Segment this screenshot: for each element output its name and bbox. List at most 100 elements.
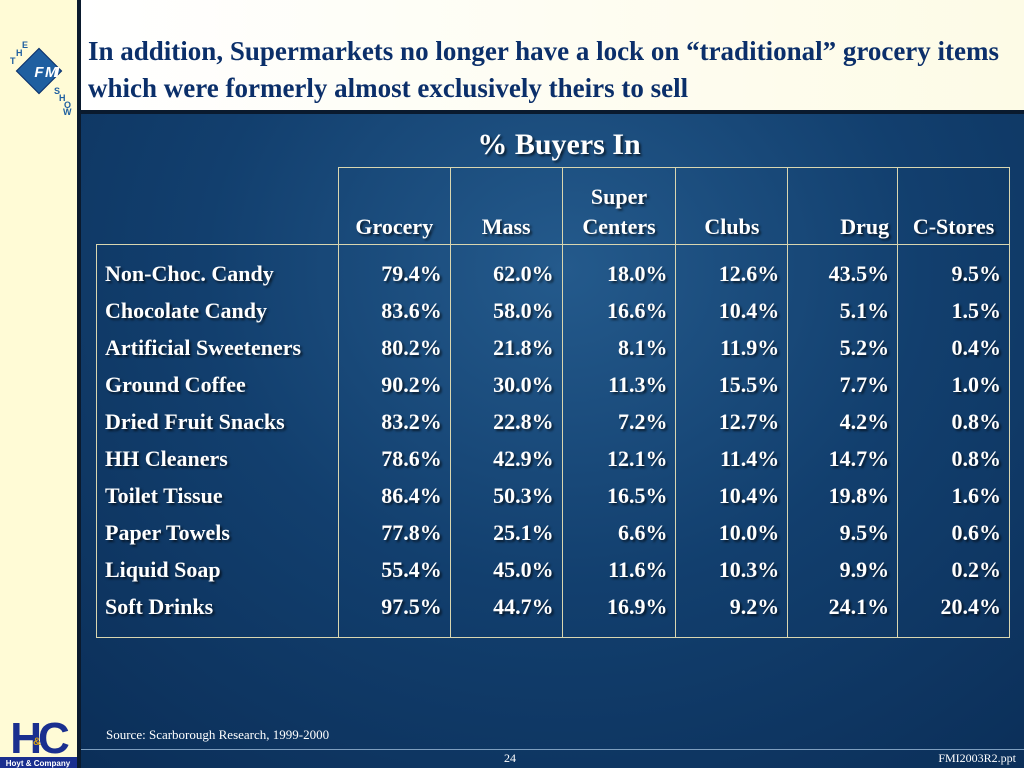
left-band bbox=[0, 0, 77, 768]
table-cell: 9.5% bbox=[787, 514, 899, 551]
row-label: Ground Coffee bbox=[96, 366, 339, 403]
table-cell: 4.2% bbox=[787, 403, 899, 440]
hoyt-logo-amp: & bbox=[33, 736, 41, 748]
table-cell: 20.4% bbox=[897, 588, 1010, 638]
table-cell: 7.2% bbox=[561, 403, 677, 440]
table-body: Non-Choc. Candy 79.4% 62.0% 18.0% 12.6% 43.5%… bbox=[96, 244, 1010, 638]
table-cell: 10.4% bbox=[675, 292, 789, 329]
table-cell: 43.5% bbox=[787, 244, 899, 292]
table-cell: 11.6% bbox=[561, 551, 677, 588]
table-cell: 18.0% bbox=[561, 244, 677, 292]
table-cell: 0.6% bbox=[897, 514, 1010, 551]
row-label: HH Cleaners bbox=[96, 440, 339, 477]
table-cell: 78.6% bbox=[337, 440, 451, 477]
column-header-label: C-Stores bbox=[912, 214, 995, 239]
left-divider bbox=[77, 0, 81, 768]
fmi-letter: W bbox=[63, 107, 72, 116]
table-cell: 9.9% bbox=[787, 551, 899, 588]
row-label: Dried Fruit Snacks bbox=[96, 403, 339, 440]
table-cell: 21.8% bbox=[449, 329, 563, 366]
table-row: Ground Coffee 90.2% 30.0% 11.3% 15.5% 7.7% 1.0… bbox=[96, 366, 1010, 403]
buyers-table: Grocery Mass Super Centers Clubs Drug C-S… bbox=[96, 167, 1010, 638]
column-header: Mass bbox=[449, 167, 563, 245]
table-cell: 83.2% bbox=[337, 403, 451, 440]
table-cell: 62.0% bbox=[449, 244, 563, 292]
table-cell: 22.8% bbox=[449, 403, 563, 440]
table-cell: 19.8% bbox=[787, 477, 899, 514]
table-cell: 10.0% bbox=[675, 514, 789, 551]
table-cell: 0.2% bbox=[897, 551, 1010, 588]
table-cell: 8.1% bbox=[561, 329, 677, 366]
table-cell: 0.8% bbox=[897, 440, 1010, 477]
table-cell: 1.5% bbox=[897, 292, 1010, 329]
table-row: Chocolate Candy 83.6% 58.0% 16.6% 10.4% 5.1% 1… bbox=[96, 292, 1010, 329]
table-cell: 11.9% bbox=[675, 329, 789, 366]
hoyt-logo-name: Hoyt & Company bbox=[6, 759, 71, 768]
table-cell: 24.1% bbox=[787, 588, 899, 638]
slide-title: In addition, Supermarkets no longer have… bbox=[88, 36, 1000, 103]
table-row: Artificial Sweeteners 80.2% 21.8% 8.1% 11.9%… bbox=[96, 329, 1010, 366]
table-cell: 9.5% bbox=[897, 244, 1010, 292]
table-cell: 80.2% bbox=[337, 329, 451, 366]
page-number: 24 bbox=[504, 751, 516, 765]
row-label: Liquid Soap bbox=[96, 551, 339, 588]
row-label: Non-Choc. Candy bbox=[96, 244, 339, 292]
table-cell: 15.5% bbox=[675, 366, 789, 403]
column-header-label: Mass bbox=[481, 214, 531, 239]
fmi-letter: E bbox=[22, 40, 28, 50]
hoyt-logo-mark: HC bbox=[10, 714, 69, 763]
table-row: Dried Fruit Snacks 83.2% 22.8% 7.2% 12.7% 4.2… bbox=[96, 403, 1010, 440]
header-blank-cell bbox=[97, 168, 339, 245]
table-cell: 79.4% bbox=[337, 244, 451, 292]
table-cell: 10.3% bbox=[675, 551, 789, 588]
column-header: Grocery bbox=[337, 167, 451, 245]
table-cell: 6.6% bbox=[561, 514, 677, 551]
fmi-letter: H bbox=[16, 48, 23, 58]
table-cell: 42.9% bbox=[449, 440, 563, 477]
table-cell: 97.5% bbox=[337, 588, 451, 638]
table-cell: 55.4% bbox=[337, 551, 451, 588]
table-cell: 77.8% bbox=[337, 514, 451, 551]
table-cell: 11.3% bbox=[561, 366, 677, 403]
table-cell: 44.7% bbox=[449, 588, 563, 638]
fmi-letter: T bbox=[10, 56, 16, 66]
footer-divider bbox=[81, 749, 1024, 750]
table-cell: 83.6% bbox=[337, 292, 451, 329]
column-header: Drug bbox=[787, 167, 899, 245]
column-header-label: Clubs bbox=[704, 214, 760, 239]
table-cell: 14.7% bbox=[787, 440, 899, 477]
table-cell: 9.2% bbox=[675, 588, 789, 638]
table-cell: 16.6% bbox=[561, 292, 677, 329]
table-cell: 5.2% bbox=[787, 329, 899, 366]
row-label: Chocolate Candy bbox=[96, 292, 339, 329]
column-header: C-Stores bbox=[897, 167, 1010, 245]
table-row: Paper Towels 77.8% 25.1% 6.6% 10.0% 9.5% 0.6% bbox=[96, 514, 1010, 551]
row-label: Toilet Tissue bbox=[96, 477, 339, 514]
table-cell: 16.9% bbox=[561, 588, 677, 638]
table-cell: 5.1% bbox=[787, 292, 899, 329]
row-label: Soft Drinks bbox=[96, 588, 339, 638]
table-cell: 12.6% bbox=[675, 244, 789, 292]
column-header: Super Centers bbox=[561, 167, 677, 245]
row-label: Artificial Sweeteners bbox=[96, 329, 339, 366]
source-note: Source: Scarborough Research, 1999-2000 bbox=[106, 727, 330, 742]
table-cell: 90.2% bbox=[337, 366, 451, 403]
column-header: Clubs bbox=[675, 167, 789, 245]
table-cell: 1.0% bbox=[897, 366, 1010, 403]
table-cell: 11.4% bbox=[675, 440, 789, 477]
table-cell: 30.0% bbox=[449, 366, 563, 403]
table-cell: 0.4% bbox=[897, 329, 1010, 366]
column-header-label: Super bbox=[590, 184, 648, 209]
table-row: Toilet Tissue 86.4% 50.3% 16.5% 10.4% 19.8% 1.… bbox=[96, 477, 1010, 514]
table-cell: 1.6% bbox=[897, 477, 1010, 514]
table-cell: 16.5% bbox=[561, 477, 677, 514]
fmi-logo-mark-i: I bbox=[55, 64, 60, 81]
fmi-letter: H bbox=[59, 93, 66, 103]
table-cell: 58.0% bbox=[449, 292, 563, 329]
file-name: FMI2003R2.ppt bbox=[938, 751, 1016, 765]
fmi-logo-mark: F bbox=[34, 64, 44, 81]
table-cell: 12.7% bbox=[675, 403, 789, 440]
table-cell: 0.8% bbox=[897, 403, 1010, 440]
table-row: Liquid Soap 55.4% 45.0% 11.6% 10.3% 9.9% 0.2% bbox=[96, 551, 1010, 588]
column-header-label: Centers bbox=[582, 214, 656, 239]
